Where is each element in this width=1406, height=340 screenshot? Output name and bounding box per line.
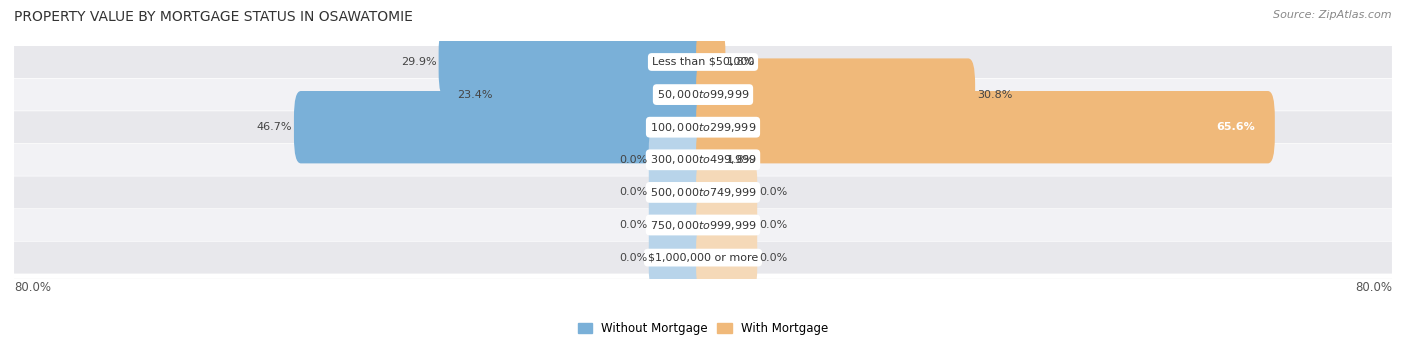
Legend: Without Mortgage, With Mortgage: Without Mortgage, With Mortgage [574,317,832,340]
Text: 65.6%: 65.6% [1216,122,1256,132]
FancyBboxPatch shape [696,91,1275,164]
FancyBboxPatch shape [14,209,1392,241]
FancyBboxPatch shape [14,111,1392,143]
Text: 80.0%: 80.0% [1355,281,1392,294]
FancyBboxPatch shape [648,124,710,196]
Text: 0.0%: 0.0% [619,155,647,165]
Text: 23.4%: 23.4% [457,90,494,100]
FancyBboxPatch shape [14,46,1392,78]
Text: 80.0%: 80.0% [14,281,51,294]
FancyBboxPatch shape [14,144,1392,176]
Text: $1,000,000 or more: $1,000,000 or more [648,253,758,262]
Text: $500,000 to $749,999: $500,000 to $749,999 [650,186,756,199]
FancyBboxPatch shape [648,156,710,228]
Text: 0.0%: 0.0% [619,220,647,230]
FancyBboxPatch shape [696,221,758,294]
FancyBboxPatch shape [14,79,1392,110]
Text: 1.8%: 1.8% [727,155,755,165]
FancyBboxPatch shape [696,58,976,131]
Text: PROPERTY VALUE BY MORTGAGE STATUS IN OSAWATOMIE: PROPERTY VALUE BY MORTGAGE STATUS IN OSA… [14,10,413,24]
Text: 0.0%: 0.0% [759,220,787,230]
Text: 30.8%: 30.8% [977,90,1012,100]
Text: 29.9%: 29.9% [401,57,437,67]
Text: $300,000 to $499,999: $300,000 to $499,999 [650,153,756,166]
Text: 46.7%: 46.7% [257,122,292,132]
FancyBboxPatch shape [14,242,1392,274]
Text: $50,000 to $99,999: $50,000 to $99,999 [657,88,749,101]
Text: $750,000 to $999,999: $750,000 to $999,999 [650,219,756,232]
Text: 0.0%: 0.0% [759,187,787,198]
Text: $100,000 to $299,999: $100,000 to $299,999 [650,121,756,134]
FancyBboxPatch shape [696,156,758,228]
FancyBboxPatch shape [696,124,725,196]
FancyBboxPatch shape [14,176,1392,208]
Text: Source: ZipAtlas.com: Source: ZipAtlas.com [1274,10,1392,20]
Text: 0.0%: 0.0% [759,253,787,262]
FancyBboxPatch shape [439,26,710,98]
FancyBboxPatch shape [696,26,725,98]
FancyBboxPatch shape [648,189,710,261]
Text: 1.8%: 1.8% [727,57,755,67]
Text: 0.0%: 0.0% [619,253,647,262]
FancyBboxPatch shape [495,58,710,131]
FancyBboxPatch shape [696,189,758,261]
Text: 0.0%: 0.0% [619,187,647,198]
FancyBboxPatch shape [294,91,710,164]
Text: Less than $50,000: Less than $50,000 [652,57,754,67]
FancyBboxPatch shape [648,221,710,294]
